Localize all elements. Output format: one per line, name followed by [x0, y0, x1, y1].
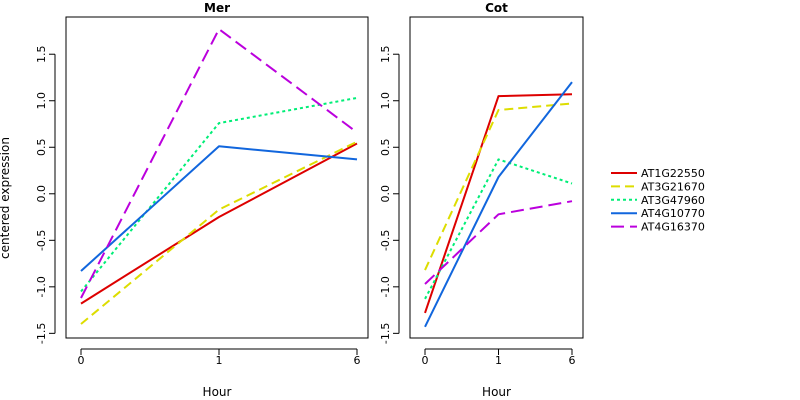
legend: AT1G22550AT3G21670AT3G47960AT4G10770AT4G…: [611, 167, 705, 234]
x-tick-label: 0: [422, 354, 429, 367]
legend-item: AT3G21670: [611, 180, 705, 193]
x-axis-title: Hour: [203, 385, 232, 399]
legend-label: AT3G47960: [641, 194, 705, 207]
y-tick-label: -0.5: [35, 230, 48, 251]
y-tick-label: -1.0: [379, 276, 392, 297]
y-tick-label: 0.5: [379, 139, 392, 157]
y-tick-label: 0.0: [379, 185, 392, 203]
y-axis-title: centered expression: [0, 137, 12, 259]
series-line-at1g22550: [80, 142, 358, 305]
series-line-at1g22550: [424, 93, 573, 314]
panel-cot: Cot -1.5 -1.0 -0.5 0.0 0.5 1.0 1.5 0 1 6 Hour: [379, 1, 584, 399]
y-tick-label: 1.0: [379, 92, 392, 110]
panel-title: Cot: [485, 1, 508, 15]
y-tick-label: -1.0: [35, 276, 48, 297]
x-tick-label: 1: [216, 354, 223, 367]
y-tick-label: -1.5: [35, 323, 48, 344]
x-tick-label: 1: [495, 354, 502, 367]
series-line-at3g21670: [424, 102, 573, 271]
x-axis-title: Hour: [482, 385, 511, 399]
plot-frame: [65, 16, 369, 339]
legend-item: AT1G22550: [611, 167, 705, 180]
legend-label: AT1G22550: [641, 167, 705, 180]
series-line-at4g10770: [80, 145, 358, 272]
series-line-at4g16370: [80, 28, 358, 299]
panels: Mer -1.5 -1.0 -0.5 0.0 0.5 1.0 1.5 0 1 6 Hour Cot -1.…: [35, 1, 584, 399]
legend-item: AT4G16370: [611, 221, 705, 234]
legend-label: AT4G16370: [641, 221, 705, 234]
y-tick-label: 1.5: [379, 45, 392, 63]
y-tick-label: 0.5: [35, 139, 48, 157]
panel-mer: Mer -1.5 -1.0 -0.5 0.0 0.5 1.0 1.5 0 1 6 Hour: [35, 1, 369, 399]
legend-label: AT3G21670: [641, 180, 705, 193]
y-tick-label: 1.0: [35, 92, 48, 110]
series-line-at3g47960: [80, 96, 358, 293]
legend-label: AT4G10770: [641, 207, 705, 220]
y-tick-label: -0.5: [379, 230, 392, 251]
series-line-at4g10770: [424, 81, 573, 328]
legend-item: AT3G47960: [611, 194, 705, 207]
x-tick-label: 0: [78, 354, 85, 367]
y-tick-label: 1.5: [35, 45, 48, 63]
plot-frame: [409, 16, 584, 339]
panel-title: Mer: [204, 1, 230, 15]
legend-item: AT4G10770: [611, 207, 705, 220]
y-tick-label: 0.0: [35, 185, 48, 203]
series-line-at4g16370: [424, 200, 573, 285]
x-tick-label: 6: [354, 354, 361, 367]
x-tick-label: 6: [569, 354, 576, 367]
series-line-at3g47960: [424, 158, 573, 300]
series-line-at3g21670: [80, 140, 358, 325]
y-tick-label: -1.5: [379, 323, 392, 344]
